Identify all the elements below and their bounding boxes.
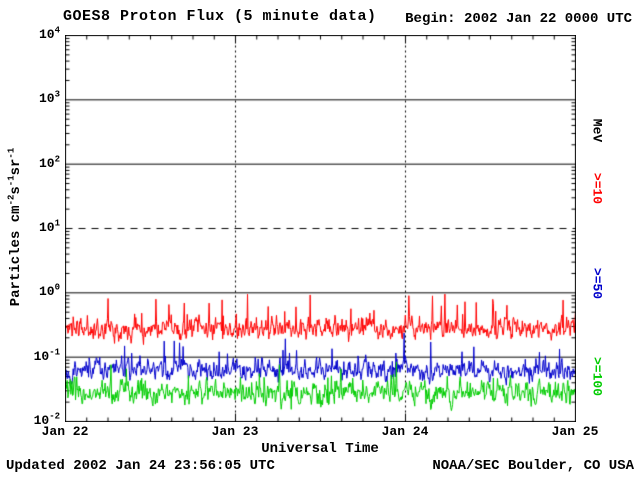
source-credit: NOAA/SEC Boulder, CO USA (432, 458, 634, 474)
y-tick-label: 10-1 (33, 347, 60, 364)
y-tick-label: 103 (38, 90, 60, 107)
x-axis-label: Universal Time (261, 441, 379, 457)
proton-flux-plot (65, 35, 576, 422)
x-tick-jan23: Jan 23 (211, 424, 259, 439)
legend-ge50-label: >=50 (589, 267, 605, 300)
legend-ge10-label: >=10 (589, 172, 605, 205)
chart-title: GOES8 Proton Flux (5 minute data) (63, 8, 377, 25)
x-tick-jan24: Jan 24 (381, 424, 429, 439)
y-tick-label: 100 (38, 283, 60, 300)
x-tick-jan25: Jan 25 (551, 424, 599, 439)
y-tick-label: 104 (38, 25, 60, 42)
begin-time-label: Begin: 2002 Jan 22 0000 UTC (405, 11, 632, 27)
x-tick-jan22: Jan 22 (41, 424, 89, 439)
y-tick-label: 102 (38, 154, 60, 171)
y-tick-label: 101 (38, 218, 60, 235)
y-tick-label: 10-2 (33, 411, 60, 428)
updated-timestamp: Updated 2002 Jan 24 23:56:05 UTC (6, 458, 275, 474)
legend-ge100-label: >=100 (589, 356, 605, 396)
